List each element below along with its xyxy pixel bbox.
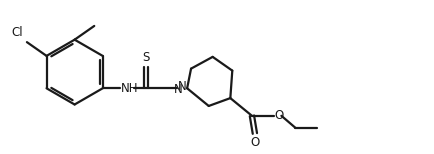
Text: S: S [142,51,150,64]
Text: O: O [275,109,284,122]
Text: O: O [250,136,260,149]
Text: N: N [178,80,187,93]
Text: N: N [174,83,183,96]
Text: Cl: Cl [11,26,23,39]
Text: NH: NH [122,82,139,95]
